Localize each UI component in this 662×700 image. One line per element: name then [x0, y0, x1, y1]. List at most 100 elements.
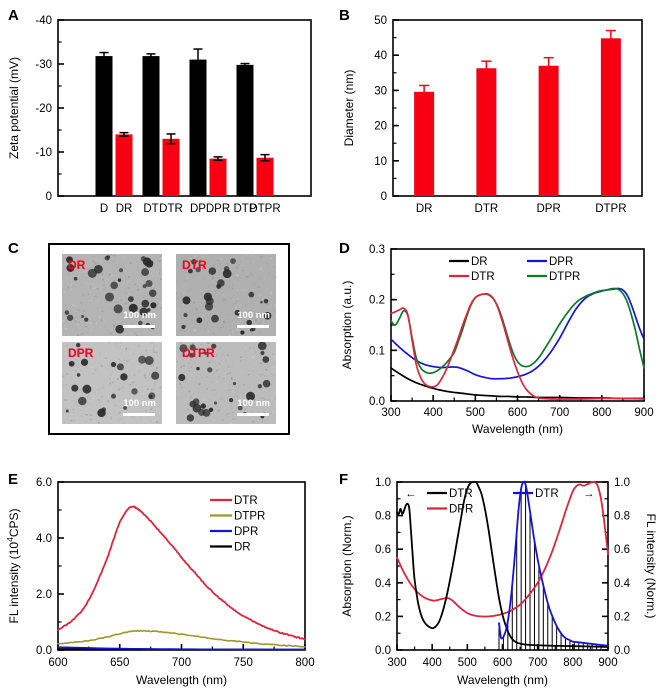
- bar-a-4[interactable]: [189, 59, 207, 196]
- tem-nanoparticle: [196, 317, 203, 324]
- tem-speckle: [111, 370, 113, 373]
- x-tick-label-b-0: DR: [416, 203, 433, 215]
- tem-speckle: [274, 373, 276, 375]
- tem-speckle: [85, 365, 87, 367]
- bar-a-6[interactable]: [236, 64, 254, 196]
- bar-b-2[interactable]: [538, 65, 559, 196]
- tem-speckle: [190, 396, 192, 398]
- tem-speckle: [179, 389, 180, 390]
- tem-speckle: [133, 403, 135, 406]
- bar-b-0[interactable]: [414, 91, 435, 196]
- tem-speckle: [103, 288, 106, 291]
- tem-speckle: [233, 288, 235, 290]
- bar-a-1[interactable]: [115, 134, 133, 196]
- tem-nanoparticle: [182, 296, 191, 305]
- tem-speckle: [263, 271, 265, 273]
- tem-speckle: [267, 422, 270, 424]
- tem-speckle: [194, 333, 197, 336]
- tem-nanoparticle: [263, 298, 269, 304]
- tem-speckle: [98, 306, 100, 309]
- tem-speckle: [84, 263, 85, 264]
- tem-speckle: [243, 345, 245, 347]
- tem-speckle: [96, 364, 100, 367]
- tem-speckle: [252, 289, 255, 291]
- tem-speckle: [180, 386, 183, 389]
- tem-speckle: [270, 323, 272, 325]
- tem-speckle: [246, 297, 247, 298]
- tem-speckle: [232, 406, 233, 408]
- tem-speckle: [119, 321, 122, 325]
- series-e-dtr: [57, 505, 306, 641]
- tem-speckle: [262, 257, 263, 259]
- tem-nanoparticle: [84, 317, 89, 322]
- tem-nanoparticle: [178, 373, 186, 382]
- tem-speckle: [100, 276, 103, 279]
- tem-speckle: [186, 277, 188, 280]
- tem-speckle: [215, 367, 217, 369]
- tem-speckle: [206, 347, 208, 349]
- x-tick-label-a-3: DTR: [159, 203, 183, 215]
- tem-speckle: [113, 405, 115, 407]
- tem-speckle: [156, 380, 158, 381]
- bar-a-0[interactable]: [95, 56, 113, 196]
- tem-speckle: [146, 277, 149, 280]
- tem-speckle: [69, 367, 71, 370]
- tem-speckle: [122, 275, 124, 277]
- tem-speckle: [256, 371, 258, 373]
- tem-speckle: [64, 399, 67, 402]
- tem-speckle: [109, 421, 112, 424]
- tem-image-dpr[interactable]: DPR 100 nm: [62, 342, 162, 424]
- tem-speckle: [209, 399, 211, 401]
- tem-nanoparticle: [65, 409, 69, 413]
- tem-speckle: [92, 373, 94, 375]
- x-tick-label-b-2: DPR: [536, 203, 560, 215]
- tem-speckle: [242, 289, 245, 291]
- tem-speckle: [103, 284, 105, 287]
- tem-speckle: [126, 265, 128, 267]
- tem-speckle: [94, 261, 95, 263]
- tem-speckle: [67, 354, 70, 357]
- tem-speckle: [251, 349, 253, 351]
- tem-speckle: [227, 265, 229, 266]
- tem-speckle: [154, 255, 157, 258]
- tem-speckle: [221, 294, 224, 296]
- tem-speckle: [137, 317, 140, 320]
- bar-a-5[interactable]: [209, 158, 227, 196]
- tem-speckle: [216, 377, 218, 380]
- tem-speckle: [131, 281, 133, 282]
- tem-nanoparticle: [183, 313, 188, 318]
- tem-speckle: [229, 391, 231, 393]
- tem-speckle: [76, 280, 79, 282]
- tem-speckle: [250, 261, 252, 264]
- tem-speckle: [115, 404, 116, 406]
- bar-b-1[interactable]: [476, 68, 497, 196]
- tem-speckle: [160, 307, 162, 309]
- bar-b-3[interactable]: [600, 38, 621, 196]
- tem-speckle: [153, 263, 155, 265]
- tem-speckle: [69, 274, 71, 276]
- tem-image-dtpr[interactable]: DTPR 100 nm: [176, 342, 276, 424]
- tem-speckle: [161, 257, 162, 259]
- tem-speckle: [142, 354, 144, 356]
- tem-speckle: [230, 317, 232, 320]
- tem-speckle: [222, 320, 226, 323]
- tem-speckle: [134, 344, 136, 345]
- tem-speckle: [234, 418, 237, 421]
- bar-a-3[interactable]: [162, 138, 180, 196]
- tem-speckle: [197, 260, 199, 262]
- bar-a-2[interactable]: [142, 56, 160, 196]
- tem-speckle: [141, 281, 143, 283]
- tem-image-dtr[interactable]: DTR 100 nm: [176, 254, 276, 336]
- tem-speckle: [121, 353, 123, 354]
- tem-image-dr[interactable]: DR 100 nm: [62, 254, 162, 336]
- tem-speckle: [176, 280, 179, 283]
- bar-a-7[interactable]: [256, 157, 274, 196]
- tem-speckle: [189, 327, 190, 329]
- tem-speckle: [232, 411, 234, 414]
- tem-speckle: [240, 277, 242, 279]
- tem-speckle: [101, 311, 103, 313]
- tem-speckle: [101, 310, 104, 313]
- tem-speckle: [137, 422, 138, 424]
- tem-speckle: [126, 360, 129, 363]
- tem-speckle: [183, 279, 185, 282]
